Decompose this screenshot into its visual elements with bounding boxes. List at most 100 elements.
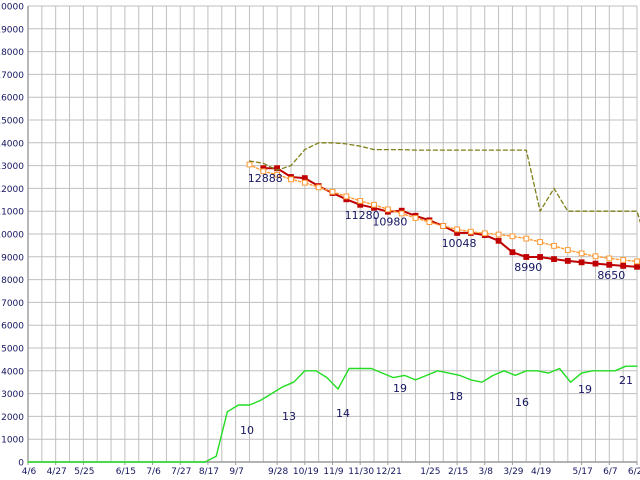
series-marker-secondary-orange	[606, 255, 613, 262]
y-axis-tick-label: 8000	[1, 276, 24, 286]
x-axis-tick-label: 11/30	[348, 467, 374, 477]
series-marker-primary-dark-red	[592, 260, 599, 267]
x-axis-tick-label: 5/25	[74, 467, 94, 477]
y-axis-tick-label: 15000	[0, 117, 24, 127]
x-axis-tick-label: 6/7	[603, 467, 617, 477]
y-axis-tick-label: 7000	[1, 299, 24, 309]
series-marker-primary-dark-red	[564, 258, 571, 264]
x-axis-tick-label: 4/19	[531, 467, 551, 477]
series-marker-secondary-orange	[440, 223, 447, 229]
data-point-label: 8990	[514, 261, 542, 274]
y-axis-tick-label: 6000	[1, 322, 24, 332]
series-marker-primary-dark-red	[620, 263, 627, 269]
x-axis-tick-label: 9/7	[229, 467, 243, 477]
x-axis-tick-label: 5/17	[573, 467, 593, 477]
y-axis-tick-label: 16000	[0, 94, 24, 104]
y-axis-tick-label: 12000	[0, 185, 24, 195]
series-marker-secondary-orange	[385, 206, 391, 213]
data-point-label: 10048	[442, 237, 477, 250]
y-axis-tick-labels: 0 1000 2000 3000 4000 5000 6000 7000 8000 9000 100…	[0, 3, 24, 469]
data-point-label: 8650	[597, 269, 625, 282]
x-axis-tick-label: 12/21	[376, 467, 402, 477]
data-point-labels: 1288811280109801004889908650844282801013…	[240, 172, 633, 437]
data-point-label: 19	[578, 383, 592, 396]
x-axis-tick-label: 6/15	[116, 467, 136, 477]
y-axis-tick-label: 9000	[1, 253, 24, 263]
y-axis-tick-label: 3000	[1, 390, 24, 400]
series-marker-secondary-orange	[523, 235, 530, 242]
y-axis-tick-label: 13000	[0, 162, 24, 172]
series-marker-secondary-orange	[634, 258, 640, 265]
series-marker-secondary-orange	[301, 179, 308, 186]
x-axis-tick-label: 6/21	[628, 467, 640, 477]
series-marker-primary-dark-red	[606, 261, 613, 268]
series-marker-secondary-orange	[495, 231, 502, 238]
series-marker-primary-dark-red	[537, 254, 544, 260]
data-series-group	[27, 142, 640, 463]
series-marker-primary-dark-red	[301, 175, 308, 181]
series-marker-secondary-orange	[578, 250, 585, 257]
y-axis-tick-label: 18000	[0, 48, 24, 58]
series-marker-secondary-orange	[509, 233, 516, 240]
y-axis-tick-label: 5000	[1, 345, 24, 355]
series-marker-secondary-orange	[412, 215, 419, 221]
series-marker-secondary-orange	[468, 228, 474, 235]
series-marker-secondary-orange	[274, 171, 281, 178]
y-axis-tick-label: 0	[18, 459, 24, 469]
series-marker-secondary-orange	[620, 257, 627, 263]
data-point-label: 13	[282, 410, 296, 423]
x-axis-tick-label: 3/8	[479, 467, 494, 477]
series-marker-primary-dark-red	[551, 256, 557, 263]
data-point-label: 10	[240, 424, 254, 437]
series-marker-secondary-orange	[371, 201, 377, 208]
series-marker-primary-dark-red	[509, 249, 516, 256]
x-axis-tick-label: 4/27	[47, 467, 67, 477]
y-axis-tick-label: 1000	[1, 436, 24, 446]
series-marker-secondary-orange	[398, 210, 405, 217]
y-axis-tick-label: 4000	[1, 367, 24, 377]
series-marker-primary-dark-red	[578, 259, 585, 266]
data-point-label: 12888	[248, 172, 283, 185]
data-point-label: 21	[619, 374, 633, 387]
series-marker-secondary-orange	[537, 239, 544, 245]
series-marker-secondary-orange	[426, 219, 433, 225]
series-marker-secondary-orange	[357, 198, 364, 204]
y-axis-tick-label: 2000	[1, 413, 24, 423]
series-marker-secondary-orange	[329, 188, 336, 195]
x-axis-tick-label: 7/6	[146, 467, 161, 477]
series-marker-secondary-orange	[260, 168, 267, 175]
series-marker-primary-dark-red	[495, 237, 502, 244]
data-point-label: 19	[393, 382, 407, 395]
data-point-label: 10980	[372, 216, 407, 229]
series-marker-secondary-orange	[288, 176, 294, 183]
y-axis-tick-label: 14000	[0, 139, 24, 149]
series-marker-secondary-orange	[343, 193, 350, 200]
x-axis-tick-label: 7/27	[171, 467, 191, 477]
series-marker-secondary-orange	[454, 226, 461, 233]
data-point-label: 11280	[345, 209, 380, 222]
x-axis-tick-label: 9/28	[268, 467, 288, 477]
grid-lines	[27, 5, 638, 463]
x-axis-tick-label: 4/6	[22, 467, 37, 477]
x-axis-tick-label: 8/17	[199, 467, 219, 477]
series-marker-secondary-orange	[315, 184, 322, 191]
data-point-label: 18	[449, 390, 463, 403]
series-line-count-green	[27, 365, 638, 463]
x-axis-tick-labels: 4/6 4/27 5/25 6/15 7/6 7/27 8/17 9/7 9/28 10/19 11…	[22, 462, 640, 477]
data-point-label: 16	[515, 396, 529, 409]
series-line-secondary-orange	[248, 163, 640, 263]
series-marker-secondary-orange	[551, 243, 557, 249]
y-axis-tick-label: 11000	[0, 208, 24, 218]
x-axis-tick-label: 3/29	[503, 467, 523, 477]
x-axis-tick-label: 2/15	[448, 467, 468, 477]
x-axis-tick-label: 10/19	[293, 467, 319, 477]
series-marker-secondary-orange	[246, 161, 253, 168]
series-marker-primary-dark-red	[634, 263, 640, 270]
series-marker-secondary-orange	[564, 247, 571, 253]
y-axis-tick-label: 17000	[0, 71, 24, 81]
y-axis-tick-label: 19000	[0, 25, 24, 35]
series-marker-secondary-orange	[592, 253, 599, 260]
